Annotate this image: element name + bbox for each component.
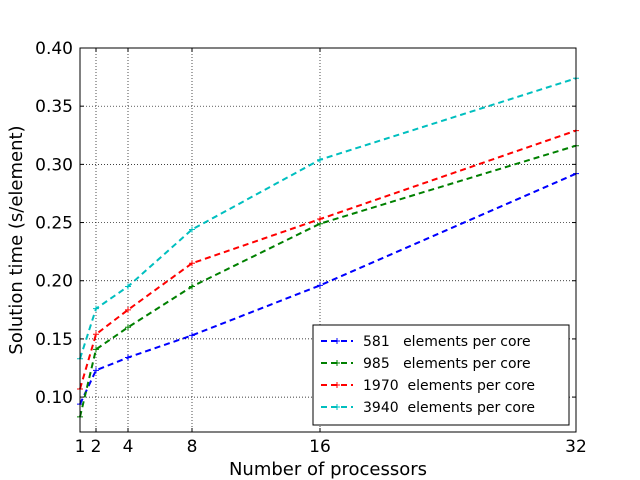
- y-axis-title: Solution time (s/element): [6, 125, 27, 354]
- legend-box: [312, 324, 570, 426]
- legend-marker: [334, 382, 340, 388]
- data-point: [317, 282, 323, 289]
- y-tick-label: 0.40: [35, 39, 73, 59]
- x-axis-title: Number of processors: [229, 459, 427, 480]
- legend: 581 elements per core 985 elements per co…: [312, 324, 570, 426]
- y-tick-label: 0.10: [35, 388, 73, 408]
- data-point: [125, 283, 131, 290]
- legend-marker: [334, 338, 340, 344]
- series-lines: [77, 75, 579, 420]
- data-point: [317, 156, 323, 163]
- axis-ticks: 1 2 4 8 16 32 0.10 0.15 0.20 0.25 0.30 0.35 0.40: [35, 39, 587, 457]
- series-line-1: [79, 144, 577, 418]
- x-tick-label: 4: [123, 437, 134, 457]
- y-tick-label: 0.30: [35, 155, 73, 175]
- data-point: [125, 354, 131, 361]
- data-point: [189, 332, 195, 339]
- data-point: [93, 331, 99, 338]
- data-point: [189, 260, 195, 267]
- data-point: [125, 306, 131, 313]
- legend-marker: [334, 360, 340, 366]
- x-tick-label: 8: [187, 437, 198, 457]
- data-point: [93, 346, 99, 353]
- x-tick-label: 16: [309, 437, 331, 457]
- data-point: [189, 226, 195, 233]
- y-tick-label: 0.20: [35, 272, 73, 292]
- x-tick-label: 1: [75, 437, 86, 457]
- y-tick-label: 0.25: [35, 214, 73, 234]
- data-point: [93, 367, 99, 374]
- x-tick-label: 32: [565, 437, 587, 457]
- legend-label: 985 elements per core: [363, 356, 531, 372]
- legend-label: 3940 elements per core: [363, 400, 535, 416]
- data-point: [125, 324, 131, 331]
- legend-label: 1970 elements per core: [363, 378, 535, 394]
- legend-label: 581 elements per core: [363, 334, 531, 350]
- data-point: [317, 216, 323, 223]
- legend-marker: [334, 404, 340, 410]
- plot-frame: [79, 47, 577, 433]
- data-point: [93, 305, 99, 312]
- x-tick-label: 2: [91, 437, 102, 457]
- series-line-0: [79, 172, 577, 405]
- data-point: [189, 283, 195, 290]
- y-tick-label: 0.15: [35, 330, 73, 350]
- y-tick-label: 0.35: [35, 97, 73, 117]
- series-line-3: [79, 77, 577, 360]
